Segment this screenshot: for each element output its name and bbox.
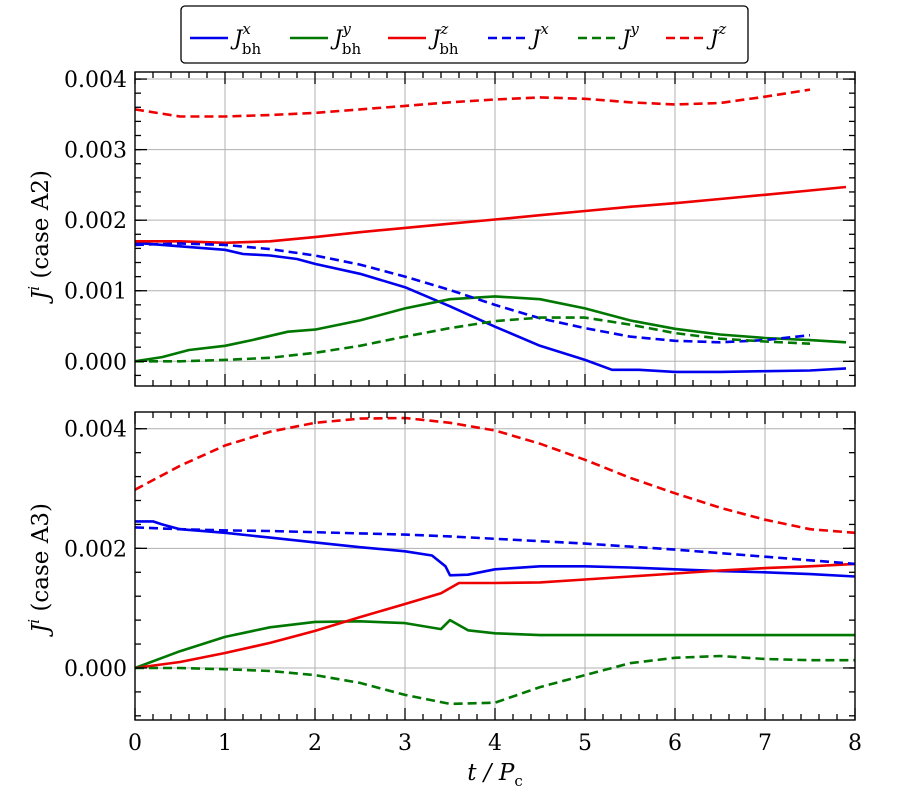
gridlines bbox=[135, 72, 855, 386]
legend-label-jbh-x: Jx bh bbox=[230, 20, 261, 58]
series-line-j-y bbox=[135, 654, 855, 706]
axis-ticks bbox=[134, 412, 856, 720]
y-tick-label: 0.001 bbox=[64, 280, 127, 305]
legend: Jx bh Jy bh Jz bh Jx Jy Jz bbox=[180, 5, 749, 64]
series-line-jbh-y bbox=[134, 618, 855, 670]
bottom-y-axis-label: Ji (case A3) bbox=[25, 503, 54, 637]
x-tick-label: 7 bbox=[758, 731, 772, 756]
series-line-j-y bbox=[135, 316, 811, 363]
y-tick-label: 0.000 bbox=[64, 350, 127, 375]
series-line-jbh-x bbox=[134, 241, 847, 374]
series-line-j-x bbox=[134, 242, 811, 344]
y-tick-label: 0.000 bbox=[64, 657, 127, 682]
series-group bbox=[134, 88, 847, 374]
x-tick-label: 0 bbox=[128, 731, 142, 756]
panel-bottom-case-a3: 0.000 0.002 0.004 0 1 2 3 4 5 6 7 8 bbox=[64, 411, 862, 756]
legend-label-jbh-y: Jy bh bbox=[330, 20, 362, 58]
x-tick-label: 6 bbox=[668, 731, 682, 756]
y-tick-label: 0.004 bbox=[64, 68, 127, 93]
y-tick-label: 0.002 bbox=[64, 209, 127, 234]
panel-top-case-a2: 0.000 0.001 0.002 0.003 0.004 bbox=[64, 68, 856, 387]
series-line-jbh-z bbox=[134, 562, 856, 670]
series-line-jbh-y bbox=[134, 295, 847, 363]
legend-label-jbh-z: Jz bh bbox=[428, 20, 459, 58]
series-line-jbh-z bbox=[135, 185, 847, 245]
legend-box bbox=[180, 5, 749, 64]
x-tick-label: 2 bbox=[308, 731, 322, 756]
series-line-jbh-x bbox=[135, 520, 856, 578]
axis-ticks bbox=[134, 72, 856, 386]
x-axis-label: t / Pc bbox=[467, 760, 523, 790]
series-line-j-z bbox=[134, 416, 856, 535]
x-tick-label: 5 bbox=[578, 731, 592, 756]
legend-label-j-z: Jz bbox=[706, 20, 726, 50]
series-line-j-x bbox=[134, 526, 856, 566]
x-tick-label: 4 bbox=[488, 731, 502, 756]
series-line-j-z bbox=[134, 88, 811, 118]
legend-label-j-y: Jy bbox=[618, 20, 639, 50]
x-tick-label: 3 bbox=[398, 731, 412, 756]
x-tick-label: 1 bbox=[218, 731, 232, 756]
legend-label-j-x: Jx bbox=[528, 20, 549, 50]
x-tick-label: 8 bbox=[848, 731, 862, 756]
y-tick-label: 0.003 bbox=[64, 139, 127, 164]
gridlines bbox=[135, 412, 855, 720]
y-tick-label: 0.002 bbox=[64, 537, 127, 562]
top-y-axis-label: Ji (case A2) bbox=[25, 170, 54, 304]
series-group bbox=[134, 416, 856, 706]
y-tick-label: 0.004 bbox=[64, 418, 127, 443]
